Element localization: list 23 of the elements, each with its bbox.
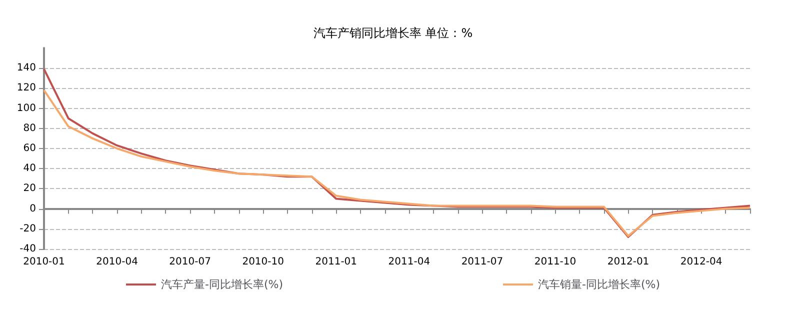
x-tick-label: 2010-07 [169, 256, 211, 268]
legend-label: 汽车产量-同比增长率(%) [160, 278, 284, 291]
x-tick-label: 2010-10 [242, 256, 284, 268]
x-tick-label: 2011-04 [388, 256, 430, 268]
x-tick-label: 2010-01 [23, 256, 65, 268]
y-tick-label: -20 [20, 223, 36, 234]
x-tick-label: 2011-10 [534, 256, 576, 268]
y-tick-label: 140 [16, 62, 36, 74]
y-tick-label: 80 [23, 122, 36, 134]
y-tick-label: 60 [23, 143, 36, 154]
y-tick-label: 40 [23, 163, 36, 174]
x-tick-label: 2010-04 [96, 256, 138, 268]
y-tick-label: 20 [23, 183, 36, 194]
x-tick-label: 2012-01 [607, 256, 650, 268]
x-tick-label: 2011-07 [461, 256, 504, 268]
x-tick-label: 2012-04 [680, 256, 722, 268]
y-tick-label: 120 [16, 82, 36, 94]
x-tick-label: 2011-01 [315, 256, 358, 268]
y-tick-label: 100 [16, 102, 36, 114]
y-tick-label: -40 [20, 244, 36, 254]
y-tick-label: 0 [30, 203, 36, 214]
chart-title: 汽车产销同比增长率 单位：% [313, 26, 473, 40]
legend-label: 汽车销量-同比增长率(%) [538, 278, 660, 291]
